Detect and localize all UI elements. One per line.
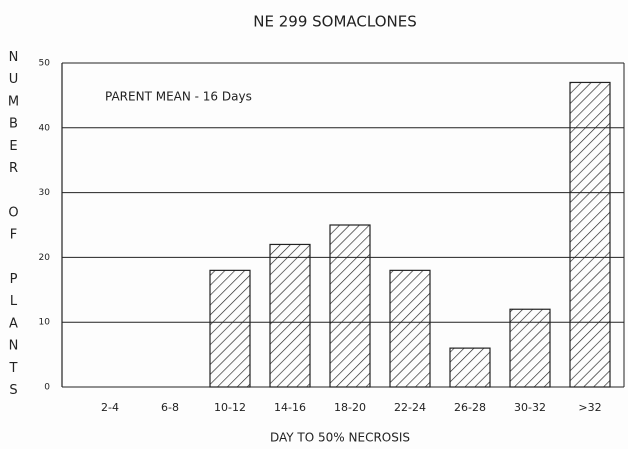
x-tick-label: 30-32 xyxy=(514,401,546,414)
y-tick-label: 0 xyxy=(44,383,50,393)
chart-title: NE 299 SOMACLONES xyxy=(253,13,416,31)
bar xyxy=(209,269,251,388)
bar xyxy=(569,81,611,388)
bar xyxy=(269,243,311,388)
annotation: PARENT MEAN - 16 Days xyxy=(105,90,252,104)
x-tick-label: 14-16 xyxy=(274,401,306,414)
x-tick-label: 22-24 xyxy=(394,401,426,414)
x-tick-label: 18-20 xyxy=(334,401,366,414)
x-tick-label: 26-28 xyxy=(454,401,486,414)
bar xyxy=(329,224,371,388)
bar xyxy=(509,308,551,388)
y-tick-label: 30 xyxy=(39,188,51,198)
bar xyxy=(389,269,431,388)
y-tick-label: 40 xyxy=(39,123,51,133)
x-tick-label: 10-12 xyxy=(214,401,246,414)
y-tick-label: 50 xyxy=(39,59,51,69)
x-axis-label: DAY TO 50% NECROSIS xyxy=(270,431,410,445)
y-tick-label: 10 xyxy=(39,318,51,328)
y-tick-label: 20 xyxy=(39,253,51,263)
x-tick-label: >32 xyxy=(578,401,601,414)
y-axis-label: NUMBER OF PLANTS xyxy=(6,50,21,406)
bar xyxy=(449,347,491,388)
x-tick-label: 2-4 xyxy=(101,401,119,414)
x-tick-label: 6-8 xyxy=(161,401,179,414)
